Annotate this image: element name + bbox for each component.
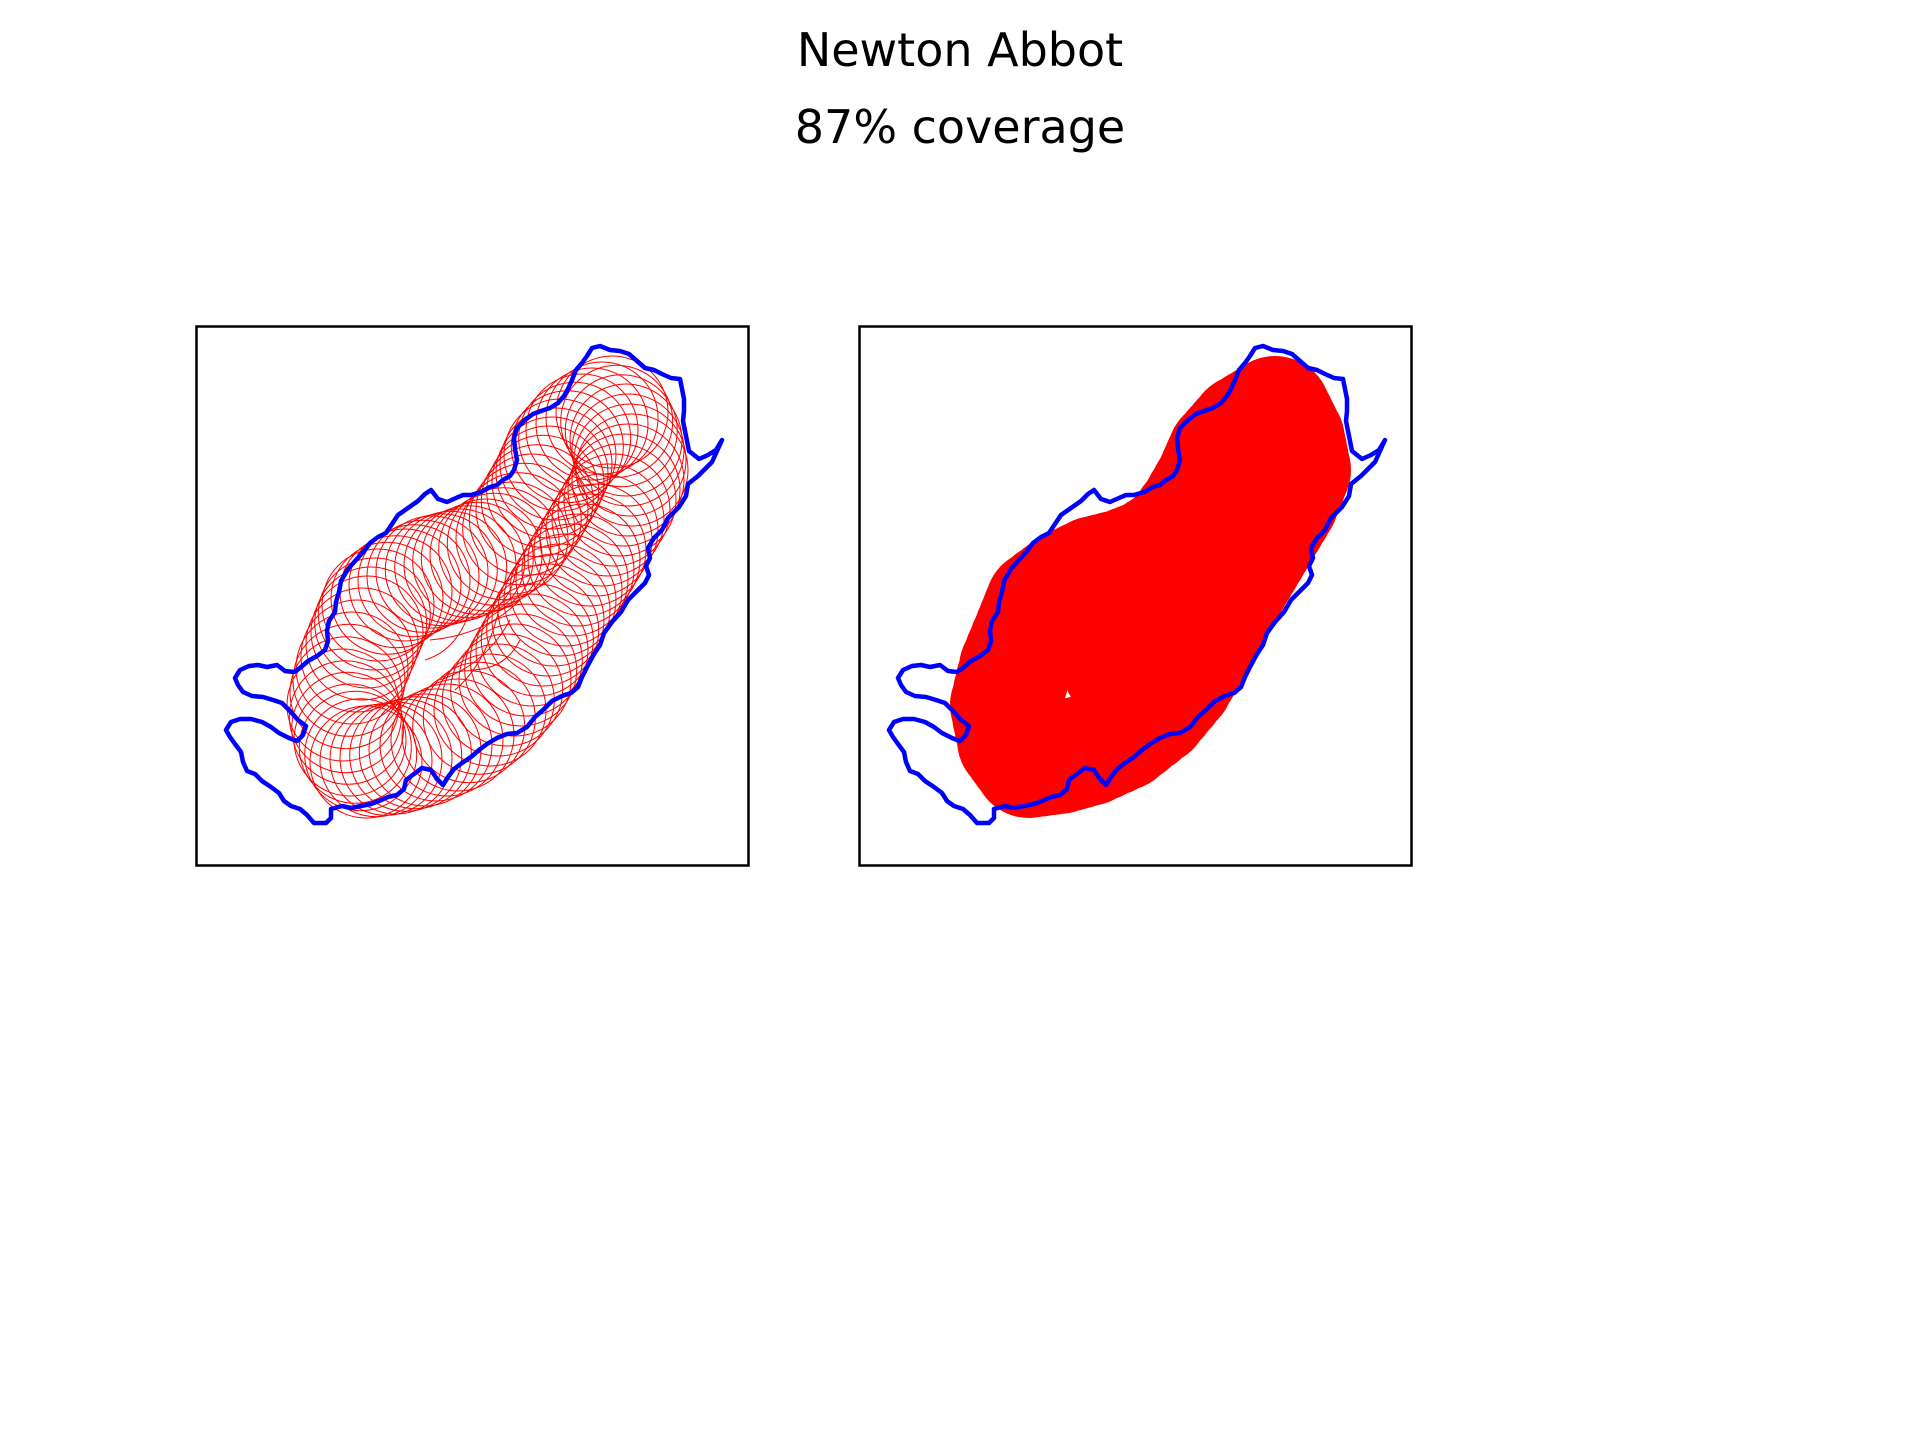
right-axes-frame — [858, 325, 1413, 867]
coverage-circle — [495, 416, 609, 530]
coverage-chord — [454, 604, 501, 691]
coverage-chord — [429, 599, 521, 641]
coverage-circle — [390, 683, 504, 797]
coverage-circle — [545, 361, 659, 475]
coverage-circle — [384, 513, 498, 627]
coverage-chord — [439, 619, 511, 681]
coverage-circle — [379, 688, 493, 802]
coverage-circle — [412, 505, 526, 619]
coverage-circle — [486, 573, 600, 687]
figure-title: Newton Abbot — [796, 23, 1124, 77]
coverage-circle — [499, 407, 613, 521]
coverage-circle — [348, 528, 462, 642]
coverage-circle — [349, 698, 463, 812]
coverage-circles — [286, 355, 689, 819]
coverage-circle — [468, 462, 582, 576]
coverage-circle — [518, 381, 632, 495]
district-boundary-right — [886, 343, 1388, 826]
coverage-circle — [469, 603, 583, 717]
coverage-circle — [573, 403, 687, 517]
coverage-circle — [525, 373, 639, 487]
coverage-circle — [458, 623, 572, 737]
coverage-circle — [480, 444, 594, 558]
coverage-circle — [571, 423, 685, 537]
coverage-circle — [438, 492, 552, 606]
coverage-circle — [535, 367, 649, 481]
figure-subtitle: 87% coverage — [794, 100, 1126, 154]
coverage-circle — [450, 633, 564, 747]
coverage-circle — [314, 566, 428, 680]
coverage-circle — [575, 413, 689, 527]
coverage-circle — [288, 660, 402, 774]
coverage-circle — [317, 557, 431, 671]
coverage-circle — [446, 487, 560, 601]
coverage-circle — [560, 364, 674, 478]
left-axes-frame — [195, 325, 750, 867]
coverage-chord — [469, 639, 521, 671]
coverage-disc — [1063, 592, 1203, 718]
coverage-circle — [515, 523, 629, 637]
coverage-circle — [464, 613, 578, 727]
coverage-circle — [298, 690, 412, 804]
coverage-circle — [321, 548, 435, 662]
coverage-chord — [424, 609, 471, 661]
coverage-circle — [309, 705, 423, 819]
coverage-circle — [420, 501, 534, 615]
coverage-circle — [429, 498, 543, 612]
coverage-circle — [455, 481, 569, 595]
coverage-circle — [366, 519, 480, 633]
coverage-circle — [567, 433, 681, 547]
coverage-circle — [330, 541, 444, 655]
coverage-circle — [403, 508, 517, 622]
district-boundary-left — [223, 343, 725, 826]
coverage-disc — [1209, 362, 1321, 474]
coverage-circle — [358, 696, 472, 810]
coverage-circle — [462, 472, 576, 586]
coverage-chords — [424, 599, 521, 691]
coverage-circle — [475, 593, 589, 707]
coverage-circle — [300, 599, 414, 713]
coverage-filled-area — [950, 356, 1351, 818]
